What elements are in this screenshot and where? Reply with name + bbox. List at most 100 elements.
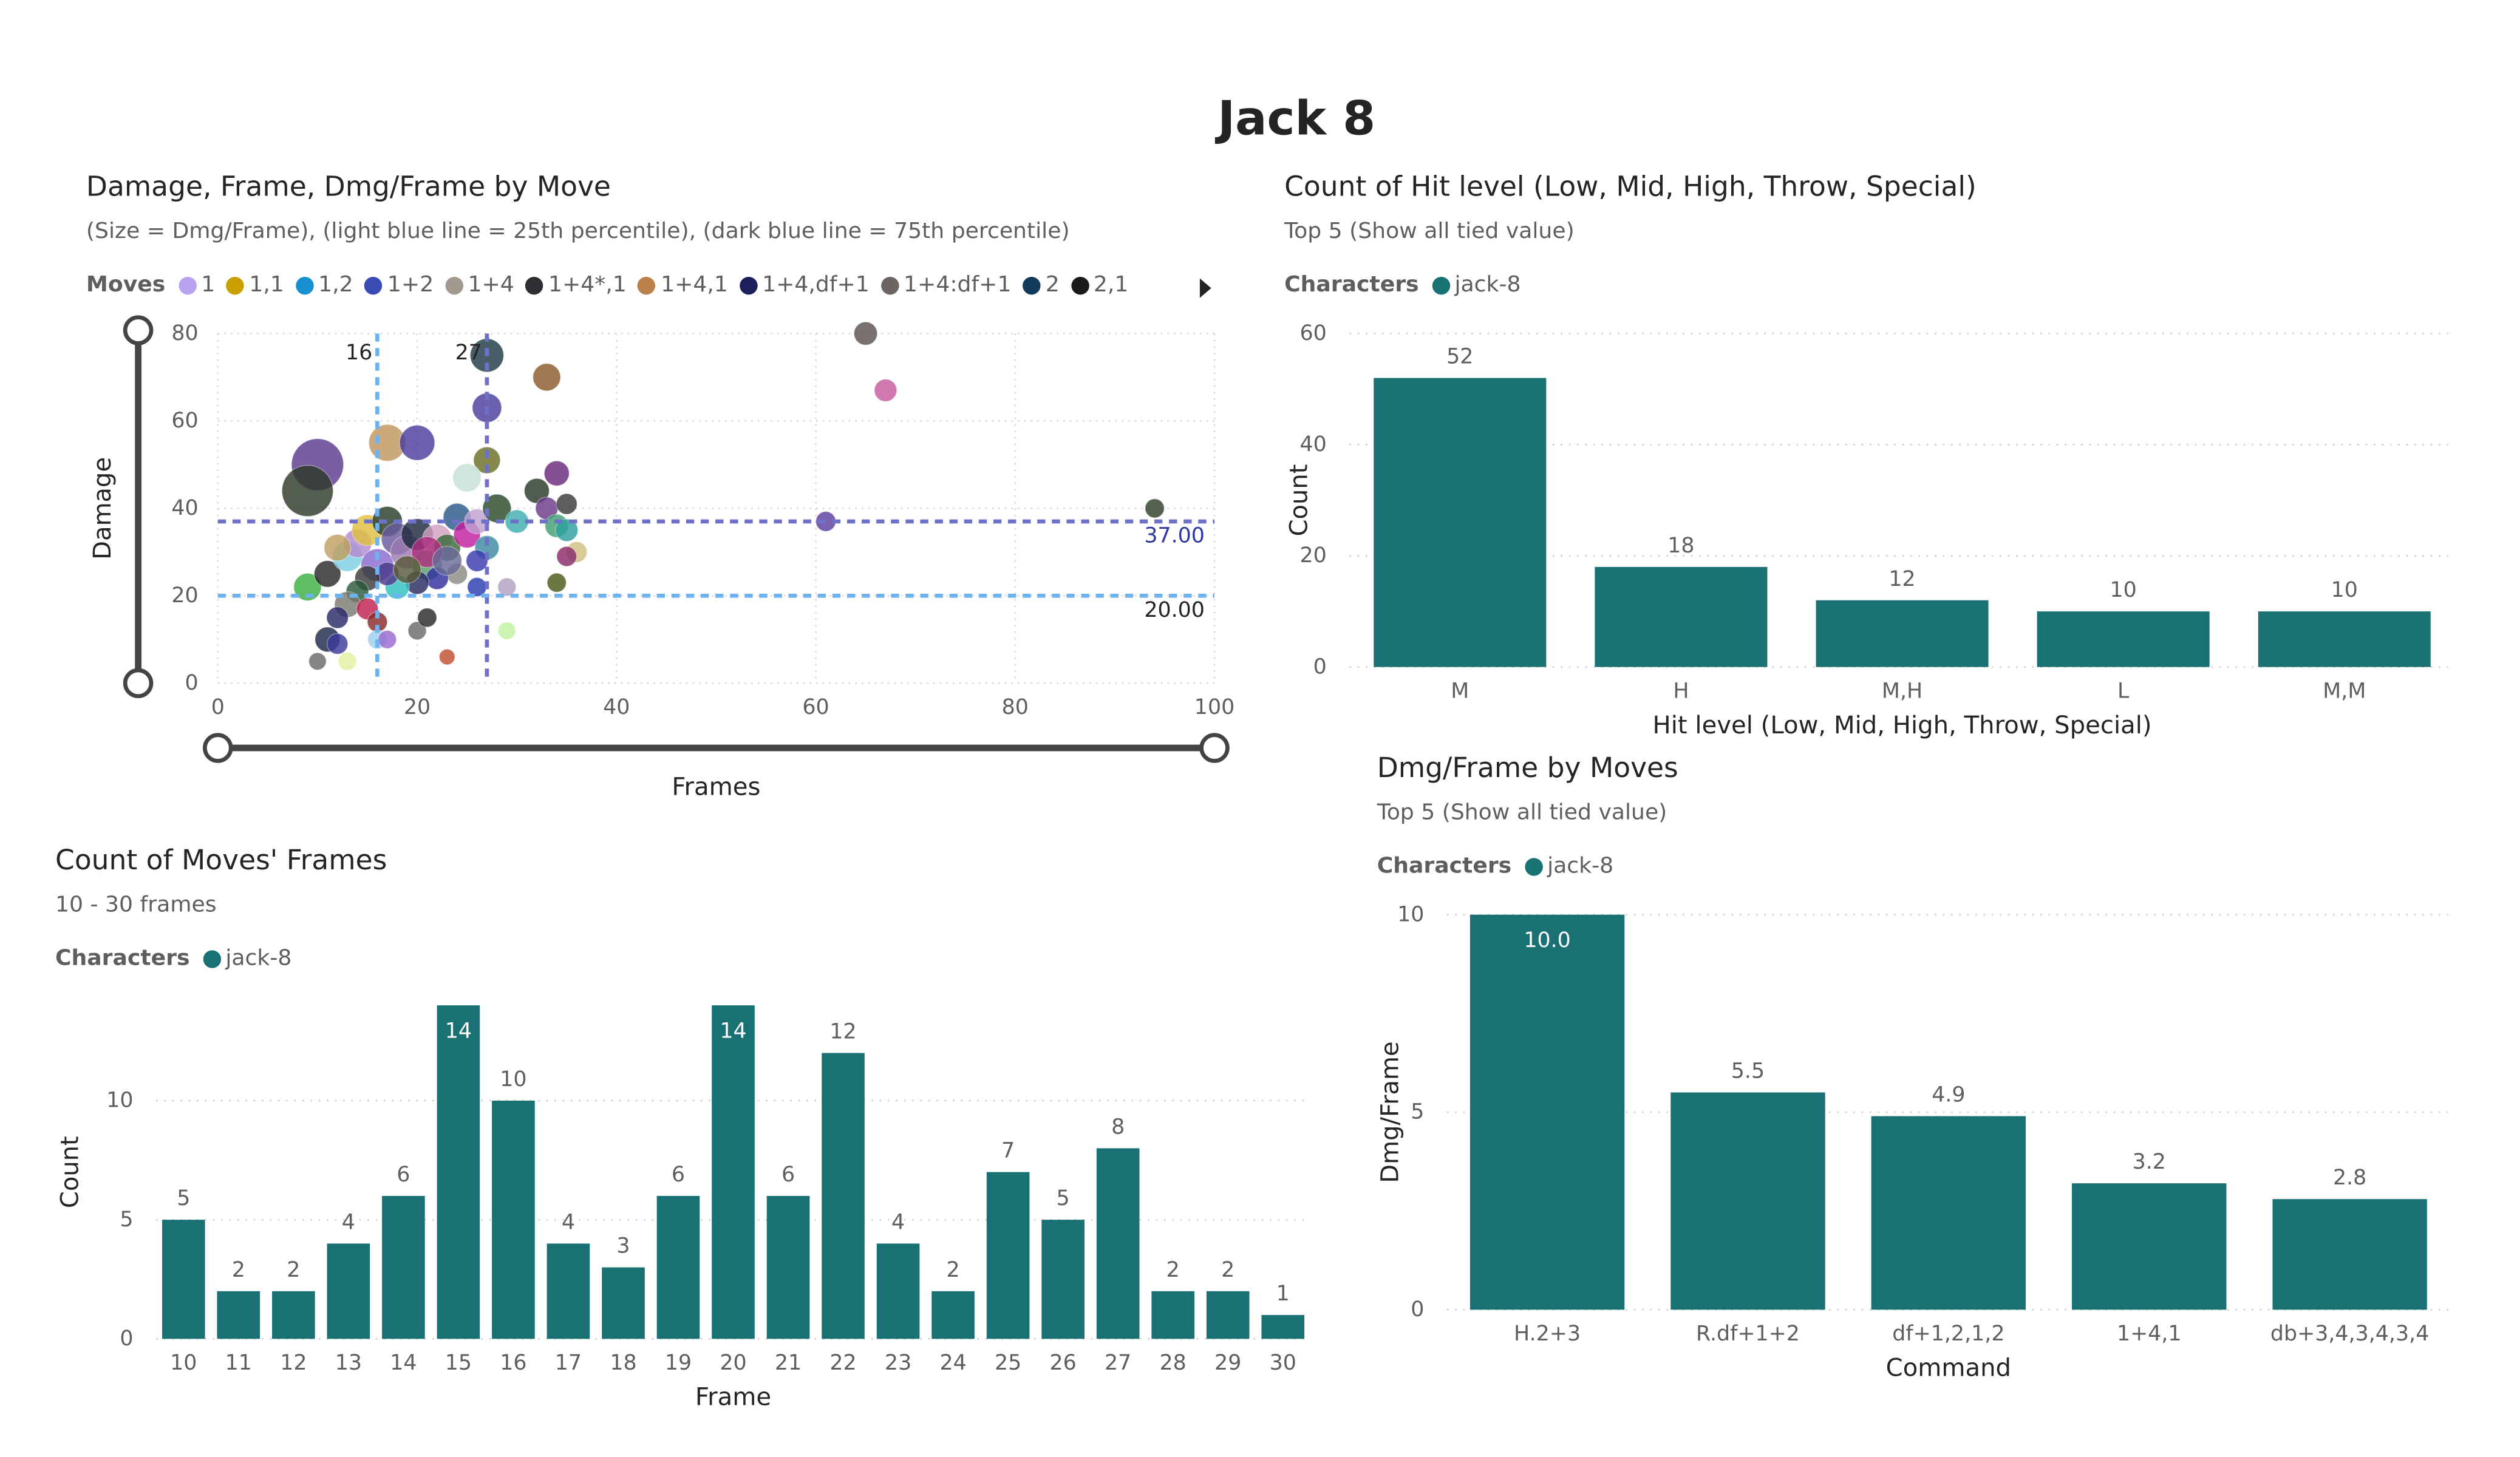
data-point [432, 546, 462, 576]
data-label: 3 [616, 1234, 630, 1258]
hitlevel-legend: Characters jack-8 [1284, 272, 1532, 298]
data-label: 52 [1446, 345, 1473, 369]
data-label: 3.2 [2133, 1150, 2166, 1174]
data-label: 2 [287, 1258, 300, 1282]
bar [931, 1291, 975, 1339]
y-tick-label: 10 [1397, 902, 1424, 926]
reference-label: 16 [346, 341, 372, 365]
x-tick-label: 21 [775, 1351, 802, 1375]
legend-label: 1+4,df+1 [762, 272, 870, 298]
x-tick-label: 18 [610, 1351, 636, 1375]
dmgframe-chart: 0 5 10 10.0 H.2+3 5.5 R.df+1+2 4.9 df+1,2,1,2 3.2… [1376, 902, 2450, 1382]
x-tick-label: R.df+1+2 [1696, 1322, 1800, 1346]
legend-title: Characters [1377, 853, 1512, 880]
x-tick-label: L [2117, 679, 2130, 703]
legend-item: 1+4:df+1 [880, 272, 1012, 298]
y-tick-label: 80 [171, 321, 198, 345]
legend-label: 2 [1045, 272, 1060, 298]
legend-label: 2,1 [1093, 272, 1129, 298]
bar [162, 1220, 205, 1339]
legend-dot-icon [202, 949, 221, 968]
data-point [393, 555, 421, 584]
scatter-subtitle: (Size = Dmg/Frame), (light blue line = 2… [86, 219, 1070, 245]
bar [986, 1172, 1030, 1339]
x-tick-label: 27 [1105, 1351, 1131, 1375]
data-point [1145, 498, 1165, 518]
bar [1374, 378, 1547, 667]
data-label: 14 [720, 1019, 746, 1043]
x-tick-label: 13 [335, 1351, 362, 1375]
data-label: 2 [232, 1258, 245, 1282]
caret-right-icon[interactable] [1198, 275, 1214, 306]
x-tick-label: M,H [1882, 679, 1922, 703]
data-point [378, 630, 397, 649]
x-tick-label: 28 [1160, 1351, 1187, 1375]
legend-dot-icon [178, 276, 197, 294]
data-label: 8 [1111, 1115, 1125, 1139]
data-label: 2 [1221, 1258, 1234, 1282]
x-tick-label: df+1,2,1,2 [1892, 1322, 2004, 1346]
data-label: 6 [397, 1163, 410, 1187]
scatter-legend: Moves 1 1,1 1,2 1+2 1+4 1+4*,1 1+4,1 1+4,df+1 1+… [86, 272, 1140, 298]
x-axis-title: Frame [695, 1384, 771, 1411]
legend-label: 1+4*,1 [548, 272, 627, 298]
legend-label: 1+4,1 [661, 272, 728, 298]
x-tick-label: 29 [1214, 1351, 1241, 1375]
x-tick-label: 25 [995, 1351, 1021, 1375]
legend-item: 2 [1023, 272, 1060, 298]
bar [2272, 1199, 2427, 1310]
data-point [556, 546, 577, 567]
legend-label: 1+2 [387, 272, 434, 298]
range-slider-handle [203, 733, 233, 763]
data-point [853, 321, 878, 346]
x-tick-label: 40 [603, 695, 630, 719]
data-label: 18 [1667, 534, 1694, 558]
x-tick-label: 19 [665, 1351, 692, 1375]
legend-dot-icon [226, 276, 245, 294]
legend-label: jack-8 [225, 945, 292, 972]
data-point [467, 577, 487, 597]
legend-item: 1 [178, 272, 215, 298]
x-tick-label: db+3,4,3,4,3,4 [2270, 1322, 2429, 1346]
bar [1871, 1116, 2026, 1310]
bar [1469, 914, 1625, 1310]
data-label: 2.8 [2333, 1166, 2366, 1190]
data-point [497, 577, 517, 597]
reference-label: 37.00 [1144, 524, 1205, 548]
data-point [308, 652, 327, 671]
legend-item: jack-8 [202, 945, 292, 972]
legend-dot-icon [1431, 276, 1450, 294]
range-slider-handle [123, 315, 154, 345]
data-label: 12 [829, 1020, 856, 1044]
data-point [466, 549, 488, 572]
frames-chart: 0510510211212413614141510164173186191420… [56, 1005, 1310, 1411]
x-tick-label: 0 [211, 695, 225, 719]
y-axis-title: Dmg/Frame [1376, 1041, 1404, 1183]
x-tick-label: M,M [2323, 679, 2366, 703]
data-label: 4 [342, 1210, 355, 1234]
y-tick-label: 20 [1299, 543, 1326, 568]
y-tick-label: 0 [185, 671, 199, 695]
legend-item: 1,2 [295, 272, 353, 298]
x-tick-label: 60 [802, 695, 829, 719]
hitlevel-chart: 0 20 40 60 52 M 18 H 12 M,H 10 L 10 M,M Hit level (Low… [1286, 321, 2455, 739]
legend-label: jack-8 [1454, 272, 1521, 298]
data-point [313, 560, 341, 588]
legend-dot-icon [880, 276, 899, 294]
data-point [555, 518, 579, 542]
bar [492, 1100, 535, 1339]
range-slider-handle [1199, 733, 1230, 763]
bar [602, 1267, 645, 1339]
bar [656, 1195, 700, 1339]
y-tick-label: 0 [1411, 1297, 1424, 1322]
data-point [293, 572, 322, 602]
x-axis-title: Frames [672, 773, 760, 801]
range-slider-handle [123, 668, 154, 699]
legend-label: 1,1 [249, 272, 284, 298]
legend-item: jack-8 [1524, 853, 1613, 879]
legend-item: 1+2 [364, 272, 434, 298]
data-point [473, 446, 501, 474]
bar [1595, 566, 1768, 667]
legend-label: 1+4:df+1 [904, 272, 1012, 298]
reference-label: 20.00 [1144, 598, 1205, 622]
